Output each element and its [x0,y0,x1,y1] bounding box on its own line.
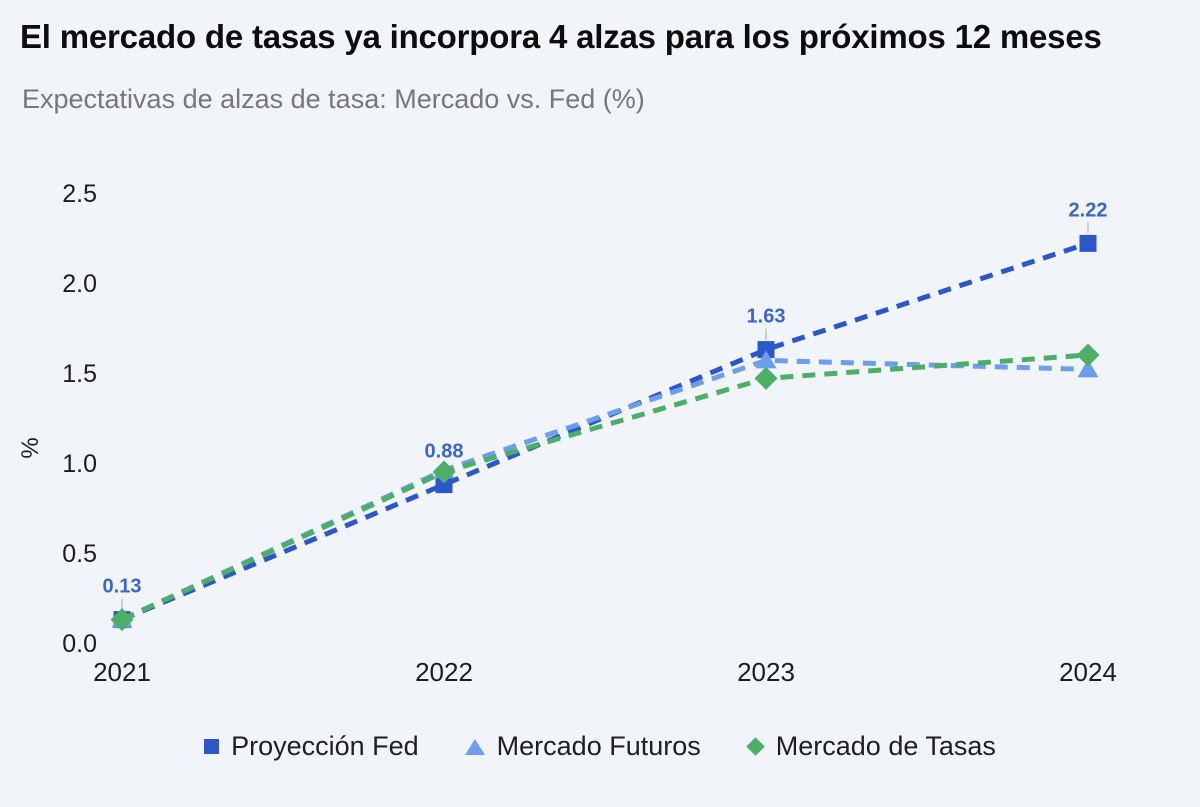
diamond-marker-icon [746,737,765,756]
x-axis-tick: 2023 [737,657,795,687]
legend-label-mercado-de-tasas: Mercado de Tasas [775,731,996,761]
series-line-square [121,241,1089,622]
series-line-diamond [120,352,1089,622]
legend-item-mercado-de-tasas: Mercado de Tasas [746,731,996,762]
y-axis-tick: 1.5 [62,360,97,388]
x-axis-tick: 2021 [93,657,151,687]
legend-label-proyeccion-fed: Proyección Fed [231,731,419,761]
data-label: 0.13 [103,576,142,598]
triangle-point-marker [755,350,777,369]
square-point-marker [757,341,775,359]
triangle-point-marker [1077,359,1099,378]
data-label: 0.88 [425,441,464,463]
legend-item-proyeccion-fed: Proyección Fed [204,731,419,762]
x-axis-tick: 2024 [1059,657,1117,687]
y-axis-title: % [17,437,44,458]
y-axis-tick: 2.0 [62,270,97,298]
diamond-point-marker [432,460,456,484]
y-axis-tick: 0.0 [62,630,97,658]
legend-item-mercado-futuros: Mercado Futuros [464,731,701,762]
data-label: 2.22 [1069,199,1108,221]
square-marker-icon [204,739,220,754]
page-title: El mercado de tasas ya incorpora 4 alzas… [20,18,1102,55]
x-axis-tick: 2022 [415,657,473,687]
diamond-point-marker [754,366,778,390]
legend-label-mercado-futuros: Mercado Futuros [496,731,701,761]
y-axis-tick: 0.5 [62,540,97,568]
square-point-marker [435,476,453,494]
diamond-point-marker [1076,343,1100,367]
data-label: 1.63 [747,306,786,328]
chart-legend: Proyección Fed Mercado Futuros Mercado d… [0,731,1200,762]
triangle-marker-icon [464,738,485,755]
y-axis-tick: 2.5 [62,180,97,208]
y-axis-tick: 1.0 [62,450,97,478]
chart-area: 0.0 0.5 1.0 1.5 2.0 2.5 2021 2022 2023 2024% 0.13 0… [0,130,1200,710]
square-point-marker [1079,234,1097,252]
diamond-point-marker [110,608,134,632]
page-subtitle: Expectativas de alzas de tasa: Mercado v… [22,84,645,114]
series-line-triangle [120,357,1089,622]
line-chart: 0.0 0.5 1.0 1.5 2.0 2.5 2021 2022 2023 2024% 0.13 0… [17,180,1117,687]
